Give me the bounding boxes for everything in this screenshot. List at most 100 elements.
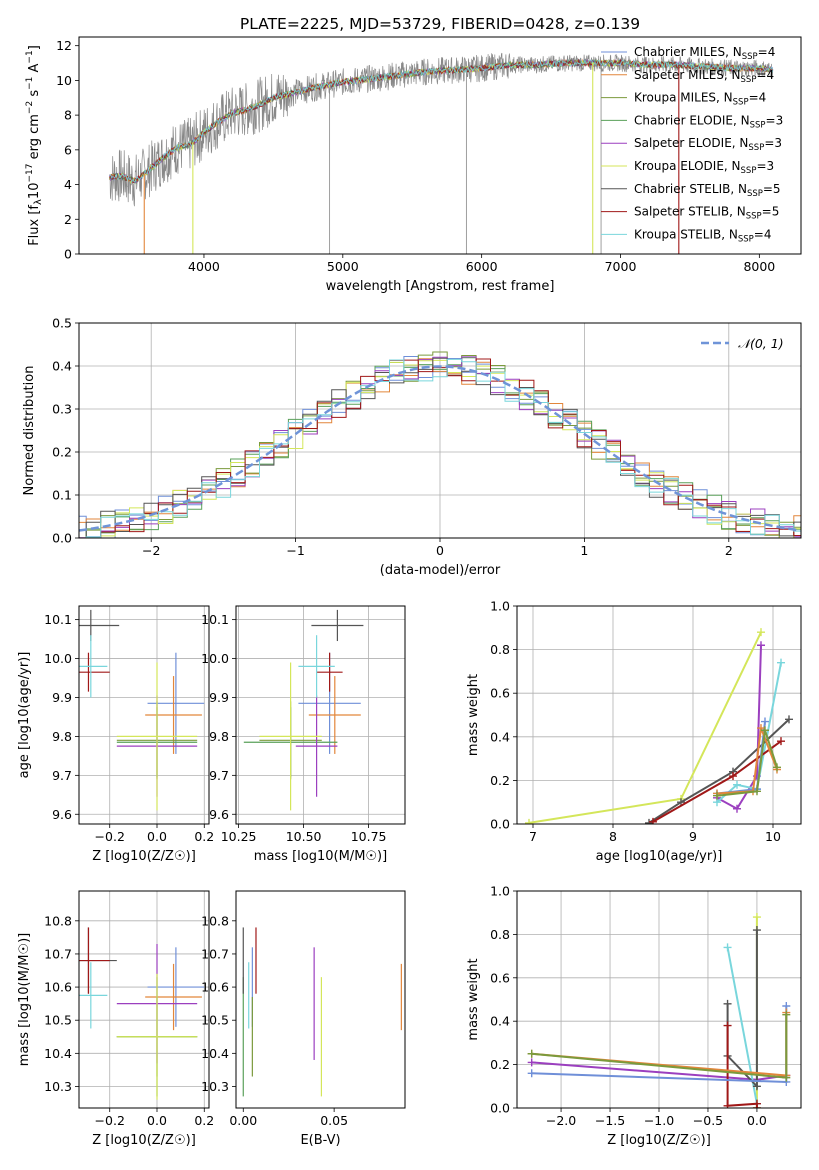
spectrum-panel: 4000 5000 6000 7000 8000 0 2 4 6 8 10 12 wavelength … [25,36,802,294]
figure-title: PLATE=2225, MJD=53729, FIBERID=0428, z=0… [240,15,640,33]
legend-entry: Salpeter ELODIE, NSSP=3 [634,136,782,153]
weight-point-marker [752,913,761,922]
y-tick-label: 0.2 [490,1057,510,1072]
y-tick-label: 10.4 [201,1046,229,1061]
mass_vs_ebv-panel: 0.00 0.05 10.3 10.4 10.5 10.6 10.7 10.8 E(B-V) [201,890,406,1148]
x-tick-label: 7 [529,829,537,844]
legend-text: =5 [762,205,780,219]
residual-histogram [79,358,801,538]
age_vs_mass-plot-area [243,609,364,811]
x-axis-label: Z [log10(Z/Z☉)] [92,1133,196,1148]
legend-text: Salpeter ELODIE, N [634,136,748,150]
y-axis-label: age [log10(age/yr)] [17,652,32,779]
x-tick-label: −0.2 [95,1113,125,1128]
y-tick-label: 9.9 [52,690,72,705]
weight-point-marker [527,1069,536,1078]
x-tick-label: 0.0 [147,829,167,844]
y-tick-label: 0.6 [490,970,510,985]
y-tick-label: 9.9 [209,690,229,705]
x-tick-label: 5000 [327,259,359,274]
residual-histogram [79,359,801,538]
weight_vs_Z-panel: −2.0 −1.5 −1.0 −0.5 0.0 0.0 0.2 0.4 0.6 0.8 1.0 Z [… [466,884,802,1148]
legend-subscript: SSP [746,212,762,222]
y-tick-label: 0.0 [490,817,510,832]
weight-series-line [648,718,790,824]
normal-reference-curve [79,365,799,532]
y-tick-label: 10.8 [44,913,72,928]
y-tick-label: 9.6 [52,807,72,822]
x-tick-label: 8 [609,829,617,844]
weight-point-marker [527,1049,536,1058]
weight-point-marker [752,926,761,935]
age_vs_mass-panel: 10.25 10.50 10.75 9.6 9.7 9.8 9.9 10.0 10.1 mass … [201,605,406,864]
legend-text: =5 [763,182,781,196]
x-tick-label: 10.50 [286,829,322,844]
weight-point-marker [752,1082,761,1091]
y-tick-label: 0.4 [490,729,510,744]
weight-series-line [726,947,758,1104]
x-tick-label: 0 [436,543,444,558]
legend-subscript: SSP [747,189,763,199]
y-tick-label: 0.0 [490,1101,510,1116]
y-axis-label: mass weight [466,674,481,756]
legend-entry: Kroupa STELIB, NSSP=4 [634,227,772,244]
y-axis-label-part: −2 [25,101,35,114]
y-axis-label-part: A [27,63,42,76]
weight_vs_age-plot-area [525,628,793,824]
x-tick-label: 0.2 [194,1113,214,1128]
y-tick-label: 10.3 [44,1079,72,1094]
y-axis-label-part: s [27,90,42,101]
y-tick-label: 9.6 [209,807,229,822]
weight-point-marker [649,817,657,824]
model-spectrum [109,59,774,184]
legend-text: Chabrier ELODIE, N [634,113,750,127]
weight-point-marker [782,1073,791,1082]
x-tick-label: 10.25 [221,829,257,844]
x-axis-label: E(B-V) [300,1133,340,1148]
legend-subscript: SSP [741,75,757,85]
axes-frame [516,890,802,1109]
weight-point-marker [645,818,653,824]
axes-frame [78,890,210,1109]
y-tick-label: 6 [64,142,72,157]
legend-text: Salpeter STELIB, N [634,205,746,219]
y-tick-label: 10.4 [44,1046,72,1061]
y-tick-label: 0.5 [52,316,72,331]
weight-series-line [726,1025,758,1108]
y-axis-label-part: λ [33,199,44,205]
legend-entry: Chabrier ELODIE, NSSP=3 [634,113,783,130]
weight-point-marker [752,1104,761,1108]
y-axis-label-part: −1 [25,77,35,90]
y-axis-label-part: −1 [25,50,35,63]
axes-frame [516,605,802,825]
x-tick-label: 4000 [188,259,220,274]
mass_vs_Z-plot-area [79,927,205,1100]
y-tick-label: 10.0 [201,651,229,666]
age_vs_Z-panel: −0.2 0.0 0.2 9.6 9.7 9.8 9.9 10.0 10.1 Z [log10(Z… [17,605,214,864]
x-tick-label: −2.0 [546,1113,576,1128]
x-tick-label: 6000 [466,259,498,274]
y-axis-label-part: ] [27,45,42,50]
residuals-panel: −2 −1 0 1 2 0.0 0.1 0.2 0.3 0.4 0.5 (data-model)/er… [22,316,802,578]
weight-point-marker [733,804,741,813]
x-tick-label: −0.5 [693,1113,723,1128]
legend-text: =4 [749,91,767,105]
y-axis-label-part: erg cm [27,114,42,163]
legend-subscript: SSP [750,120,766,130]
axes-frame [78,322,802,539]
y-axis-label-part: Flux [f [27,205,42,246]
x-tick-label: 8000 [743,259,775,274]
legend-subscript: SSP [733,98,749,108]
legend-text: Chabrier STELIB, N [634,182,747,196]
y-tick-label: 10.7 [44,946,72,961]
y-tick-label: 10.1 [201,612,229,627]
x-tick-label: −2 [142,543,160,558]
y-tick-label: 10.5 [201,1013,229,1028]
legend-text: =3 [766,113,784,127]
y-tick-label: 1.0 [490,599,510,614]
x-tick-label: −1.0 [644,1113,674,1128]
y-tick-label: 10.1 [44,612,72,627]
weight-point-marker [757,641,765,650]
legend-text: =4 [758,45,776,59]
